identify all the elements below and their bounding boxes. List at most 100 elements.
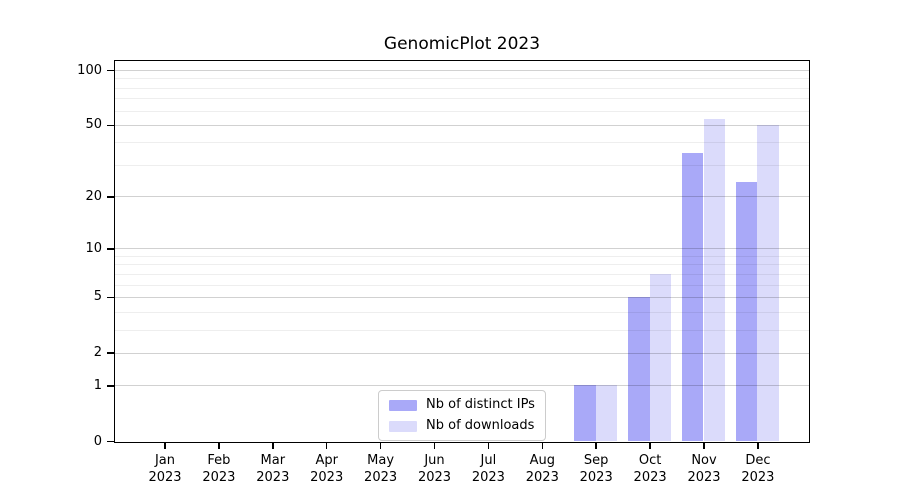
bar-downloads-dec xyxy=(757,124,779,441)
legend-swatch-downloads xyxy=(389,420,417,432)
x-tick-mark xyxy=(703,443,705,449)
x-tick-year: 2023 xyxy=(633,470,667,485)
bar-ips-nov xyxy=(681,152,704,441)
gridline-major xyxy=(115,124,809,126)
x-tick-mark xyxy=(595,443,597,449)
y-tick-mark xyxy=(107,69,114,72)
x-tick-mark xyxy=(433,443,436,449)
x-tick-label: May 2023 xyxy=(349,452,413,486)
y-tick-label: 100 xyxy=(77,62,102,78)
x-tick-mark xyxy=(379,443,382,449)
x-tick-mark xyxy=(649,443,651,449)
gridline-major xyxy=(115,385,809,387)
gridline-minor xyxy=(115,273,809,275)
gridline-major xyxy=(115,196,809,198)
x-tick-label: Apr 2023 xyxy=(295,452,359,486)
x-tick-mark xyxy=(487,443,490,449)
y-tick-label: 5 xyxy=(93,289,102,305)
bars-layer xyxy=(115,61,809,442)
x-tick-month: Jul xyxy=(480,453,497,468)
x-tick-mark xyxy=(218,443,220,449)
gridline-major xyxy=(115,352,809,354)
x-tick-month: Feb xyxy=(207,453,231,468)
x-tick-label: Sep 2023 xyxy=(564,452,628,486)
x-tick-label: Nov 2023 xyxy=(672,452,736,486)
gridline-minor xyxy=(115,110,809,112)
x-tick-year: 2023 xyxy=(364,470,398,485)
legend-swatch-ips xyxy=(389,399,417,411)
bar-ips-dec xyxy=(735,182,758,441)
y-tick-mark xyxy=(107,385,114,387)
x-tick-month: Apr xyxy=(315,453,338,468)
x-tick-year: 2023 xyxy=(525,470,559,485)
legend-label-downloads: Nb of downloads xyxy=(426,418,535,433)
y-tick-mark xyxy=(107,440,114,443)
x-tick-year: 2023 xyxy=(256,470,290,485)
x-tick-mark xyxy=(325,443,328,449)
x-tick-month: Nov xyxy=(691,453,717,468)
x-tick-year: 2023 xyxy=(471,470,505,485)
legend-label-distinct-ips: Nb of distinct IPs xyxy=(426,397,535,412)
y-tick-label: 10 xyxy=(85,240,102,256)
x-tick-month: Mar xyxy=(260,453,286,468)
x-tick-label: Jan 2023 xyxy=(133,452,197,486)
gridline-minor xyxy=(115,142,809,144)
gridline-minor xyxy=(115,87,809,89)
y-tick-label: 50 xyxy=(85,117,102,133)
y-tick-mark xyxy=(107,352,114,354)
y-tick-mark xyxy=(107,296,114,299)
x-tick-year: 2023 xyxy=(310,470,344,485)
gridline-major xyxy=(115,70,809,72)
bar-downloads-sep xyxy=(595,385,618,441)
x-tick-month: Sep xyxy=(583,453,609,468)
x-tick-year: 2023 xyxy=(687,470,721,485)
y-tick-mark xyxy=(107,248,114,250)
legend: Nb of distinct IPs Nb of downloads xyxy=(378,390,546,441)
x-tick-month: May xyxy=(367,453,395,468)
gridline-minor xyxy=(115,164,809,166)
x-tick-mark xyxy=(164,443,166,449)
gridline-minor xyxy=(115,329,809,331)
x-tick-year: 2023 xyxy=(741,470,775,485)
gridline-minor xyxy=(115,284,809,286)
x-tick-mark xyxy=(272,443,274,449)
x-tick-label: Feb 2023 xyxy=(187,452,251,486)
gridline-minor xyxy=(115,78,809,80)
bar-downloads-nov xyxy=(703,118,726,441)
x-tick-label: Jul 2023 xyxy=(456,452,520,486)
x-tick-label: Oct 2023 xyxy=(618,452,682,486)
chart-title: GenomicPlot 2023 xyxy=(383,34,541,54)
x-tick-label: Aug 2023 xyxy=(510,452,574,486)
x-tick-year: 2023 xyxy=(148,470,182,485)
x-tick-mark xyxy=(541,443,544,449)
legend-item-downloads: Nb of downloads xyxy=(389,418,535,434)
x-tick-month: Oct xyxy=(638,453,662,468)
legend-item-distinct-ips: Nb of distinct IPs xyxy=(389,397,535,413)
gridline-major xyxy=(115,296,809,298)
bar-ips-sep xyxy=(574,385,596,441)
x-tick-month: Jan xyxy=(154,453,176,468)
y-tick-label: 20 xyxy=(85,188,102,204)
x-tick-year: 2023 xyxy=(417,470,452,485)
x-tick-year: 2023 xyxy=(202,470,236,485)
y-tick-mark xyxy=(107,196,114,198)
gridline-minor xyxy=(115,98,809,100)
gridline-major xyxy=(115,248,809,250)
y-tick-label: 1 xyxy=(93,377,102,393)
x-tick-label: Dec 2023 xyxy=(726,452,790,486)
bar-downloads-oct xyxy=(649,273,672,441)
x-tick-month: Jun xyxy=(424,453,445,468)
x-tick-year: 2023 xyxy=(579,470,613,485)
x-tick-month: Aug xyxy=(529,453,555,468)
plot-area xyxy=(114,60,810,443)
y-tick-label: 0 xyxy=(93,433,102,449)
x-tick-label: Mar 2023 xyxy=(241,452,305,486)
x-tick-mark xyxy=(757,443,759,449)
x-tick-month: Dec xyxy=(745,453,771,468)
gridline-minor xyxy=(115,311,809,313)
x-tick-label: Jun 2023 xyxy=(403,452,467,486)
bar-ips-oct xyxy=(628,296,650,441)
gridline-minor xyxy=(115,264,809,266)
gridline-minor xyxy=(115,255,809,257)
